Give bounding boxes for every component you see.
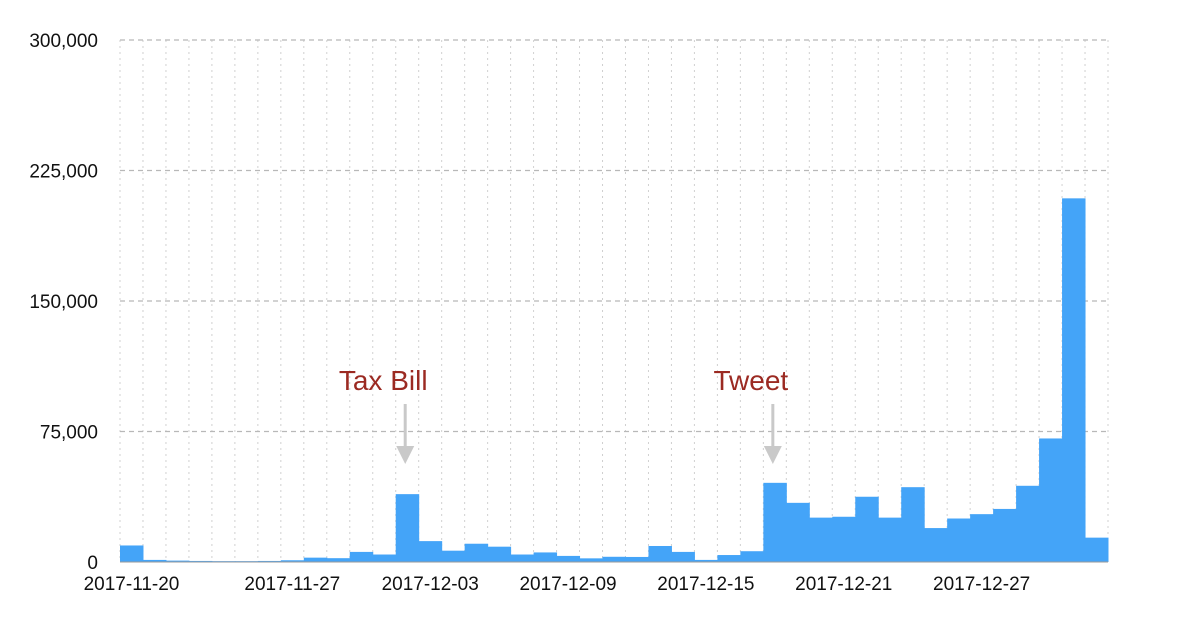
y-axis-tick-labels: 0 75,000 150,000 225,000 300,000 xyxy=(29,31,98,574)
x-tick-label: 2017-12-15 xyxy=(657,574,754,595)
bar xyxy=(142,559,167,562)
bar xyxy=(510,554,535,562)
bar xyxy=(579,558,604,562)
bar xyxy=(924,528,948,562)
bar xyxy=(326,558,351,562)
bar xyxy=(671,551,695,562)
annotation-arrow-head xyxy=(396,446,415,464)
y-tick-label: 150,000 xyxy=(29,292,98,313)
bar xyxy=(188,560,213,562)
bar xyxy=(487,546,512,562)
bar xyxy=(280,560,305,562)
horizontal-gridlines xyxy=(120,39,1108,433)
bar xyxy=(809,517,833,562)
x-axis-tick-labels: 2017-11-20 2017-11-27 2017-12-03 2017-12-09… xyxy=(84,574,1031,595)
y-tick-label: 0 xyxy=(87,553,98,574)
bar xyxy=(1039,438,1063,562)
bar xyxy=(970,514,994,562)
bar xyxy=(418,541,443,562)
x-tick-label: 2017-12-03 xyxy=(382,574,479,595)
y-tick-label: 75,000 xyxy=(40,423,98,444)
bar xyxy=(533,552,558,562)
bar xyxy=(786,502,810,562)
bar xyxy=(901,487,925,562)
bar xyxy=(441,550,466,562)
bar xyxy=(740,551,764,562)
bar xyxy=(395,494,420,562)
bar xyxy=(257,560,282,562)
x-tick-label: 2017-12-21 xyxy=(795,574,892,595)
bar xyxy=(1016,485,1040,562)
x-tick-label: 2017-12-09 xyxy=(519,574,616,595)
bar xyxy=(602,556,626,562)
bar xyxy=(625,556,649,562)
x-tick-label: 2017-11-20 xyxy=(84,574,180,595)
y-tick-label: 225,000 xyxy=(29,162,98,183)
bar xyxy=(717,555,741,562)
bar xyxy=(349,551,374,562)
annotations: Tax Bill Tweet xyxy=(339,365,788,464)
bar xyxy=(1062,198,1086,562)
y-tick-label: 300,000 xyxy=(29,31,98,52)
bar xyxy=(832,516,856,562)
bar xyxy=(303,557,328,562)
bar xyxy=(165,560,190,562)
bar xyxy=(556,555,581,562)
bar xyxy=(372,554,397,562)
bar xyxy=(120,545,144,562)
bar xyxy=(694,559,718,562)
annotation-label: Tweet xyxy=(713,365,788,396)
bar xyxy=(947,518,971,562)
bar xyxy=(763,482,787,562)
bar xyxy=(878,517,902,562)
bar xyxy=(993,508,1017,562)
annotation-arrow-head xyxy=(763,446,782,464)
bar xyxy=(648,545,672,562)
x-tick-label: 2017-11-27 xyxy=(244,574,340,595)
bar xyxy=(855,496,879,562)
annotation-label: Tax Bill xyxy=(339,365,428,396)
x-tick-label: 2017-12-27 xyxy=(933,574,1030,595)
bar xyxy=(1085,537,1109,562)
bars xyxy=(120,198,1109,563)
bar xyxy=(464,543,489,562)
